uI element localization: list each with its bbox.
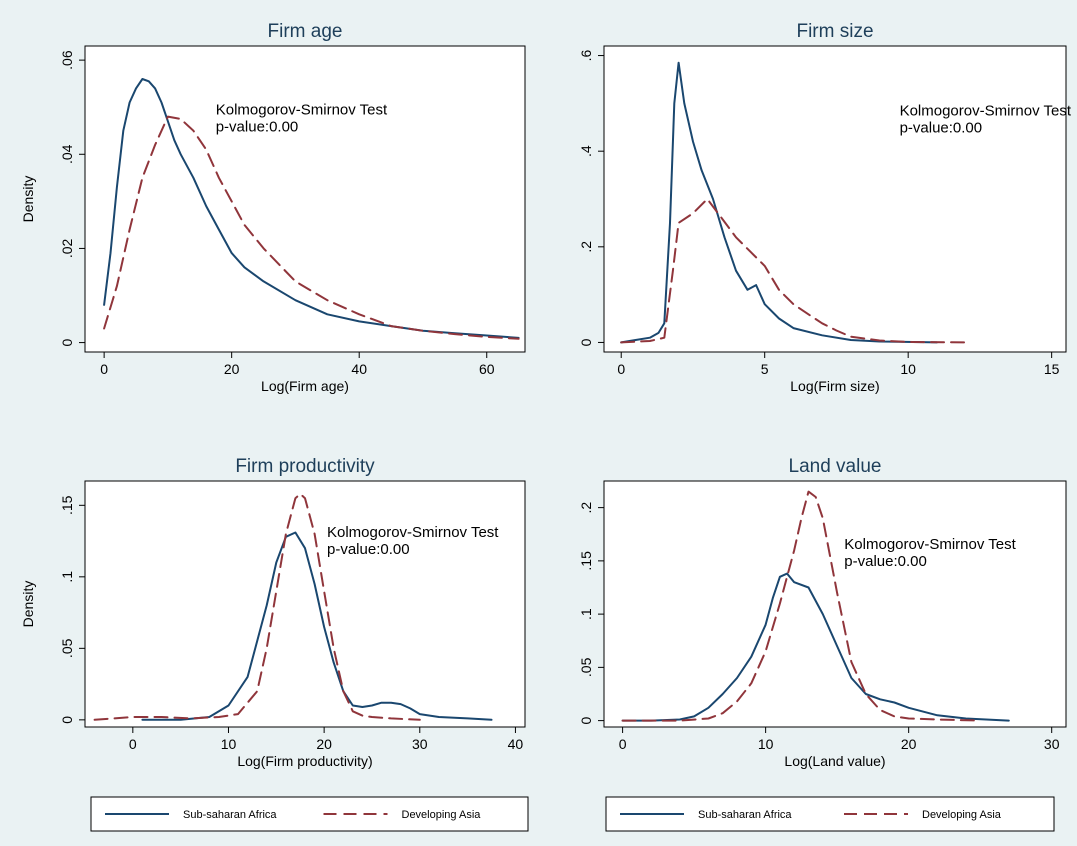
ks-pvalue-label: p-value:0.00 <box>327 541 410 558</box>
x-tick-label: 40 <box>508 736 524 752</box>
chart-title: Land value <box>789 456 882 477</box>
legend-left: Sub-saharan Africa Developing Asia <box>90 796 529 832</box>
y-tick-label: .2 <box>578 502 594 514</box>
y-tick-label: .15 <box>59 495 75 515</box>
panel-firm-productivity: Firm productivity 0 10 20 30 40 Log(Firm produ… <box>9 432 541 769</box>
y-tick-label: .06 <box>59 50 75 70</box>
panel-land-value: Land value 0 10 20 30 Log(Land value) 0 .05 .1 .1… <box>542 432 1074 769</box>
y-tick-label: 0 <box>578 717 594 725</box>
legend-label-sub-saharan-africa: Sub-saharan Africa <box>183 809 277 821</box>
x-tick-label: 5 <box>761 361 769 377</box>
series-line-developing-asia <box>93 492 421 721</box>
x-tick-label: 40 <box>351 361 367 377</box>
series-line-sub-saharan-africa <box>141 531 493 721</box>
chart-title: Firm age <box>268 21 343 42</box>
x-tick-label: 10 <box>758 736 774 752</box>
x-tick-label: 20 <box>316 736 332 752</box>
plot-area <box>84 45 526 353</box>
x-tick-label: 0 <box>619 736 627 752</box>
plot-area <box>603 480 1067 728</box>
ks-test-label: Kolmogorov-Smirnov Test <box>844 536 1016 553</box>
x-tick-label: 0 <box>129 736 137 752</box>
x-tick-label: 60 <box>479 361 495 377</box>
series-line-sub-saharan-africa <box>621 572 1010 722</box>
plot-area <box>603 45 1067 353</box>
ks-pvalue-label: p-value:0.00 <box>844 553 927 570</box>
x-tick-label: 20 <box>224 361 240 377</box>
y-tick-label: 0 <box>578 338 594 346</box>
y-tick-label: .02 <box>59 238 75 258</box>
y-tick-label: .05 <box>59 638 75 658</box>
legend-label-sub-saharan-africa: Sub-saharan Africa <box>698 809 792 821</box>
x-tick-label: 30 <box>412 736 428 752</box>
y-tick-label: .6 <box>578 50 594 62</box>
series-line-developing-asia <box>103 115 520 340</box>
x-tick-label: 30 <box>1044 736 1060 752</box>
chart-title: Firm productivity <box>235 456 375 477</box>
legend-right: Sub-saharan Africa Developing Asia <box>605 796 1055 832</box>
x-axis-title: Log(Firm productivity) <box>237 753 372 769</box>
y-tick-label: .4 <box>578 145 594 157</box>
y-tick-label: .04 <box>59 144 75 164</box>
y-axis-title: Density <box>20 581 36 628</box>
series-line-developing-asia <box>620 198 967 344</box>
ks-test-label: Kolmogorov-Smirnov Test <box>900 102 1072 119</box>
x-axis-title: Log(Land value) <box>784 753 885 769</box>
series-line-developing-asia <box>621 490 982 722</box>
y-tick-label: .1 <box>59 571 75 583</box>
x-tick-label: 15 <box>1044 361 1060 377</box>
panel-firm-size: Firm size 0 5 10 15 Log(Firm size) 0 .2 .4 .6 Kolm… <box>542 4 1074 400</box>
ks-test-label: Kolmogorov-Smirnov Test <box>327 524 499 541</box>
x-tick-label: 0 <box>100 361 108 377</box>
series-line-sub-saharan-africa <box>103 78 520 339</box>
y-axis-title: Density <box>20 176 36 223</box>
x-tick-label: 10 <box>900 361 916 377</box>
x-tick-label: 20 <box>901 736 917 752</box>
legend-label-developing-asia: Developing Asia <box>402 809 482 821</box>
x-axis-title: Log(Firm size) <box>790 378 879 394</box>
ks-pvalue-label: p-value:0.00 <box>900 119 983 136</box>
y-tick-label: .05 <box>578 657 594 677</box>
x-tick-label: 10 <box>221 736 237 752</box>
y-tick-label: .2 <box>578 241 594 253</box>
y-tick-label: .15 <box>578 551 594 571</box>
legend-label-developing-asia: Developing Asia <box>922 809 1002 821</box>
ks-test-label: Kolmogorov-Smirnov Test <box>216 101 388 118</box>
chart-title: Firm size <box>796 21 873 42</box>
panel-firm-age: Firm age 0 20 40 60 Log(Firm age) 0 .02 .04 .06 De… <box>9 4 541 400</box>
x-axis-title: Log(Firm age) <box>261 378 349 394</box>
y-tick-label: 0 <box>59 716 75 724</box>
ks-pvalue-label: p-value:0.00 <box>216 118 299 135</box>
y-tick-label: 0 <box>59 338 75 346</box>
x-tick-label: 0 <box>617 361 625 377</box>
series-line-sub-saharan-africa <box>620 61 938 344</box>
plot-area <box>84 480 526 728</box>
y-tick-label: .1 <box>578 608 594 620</box>
